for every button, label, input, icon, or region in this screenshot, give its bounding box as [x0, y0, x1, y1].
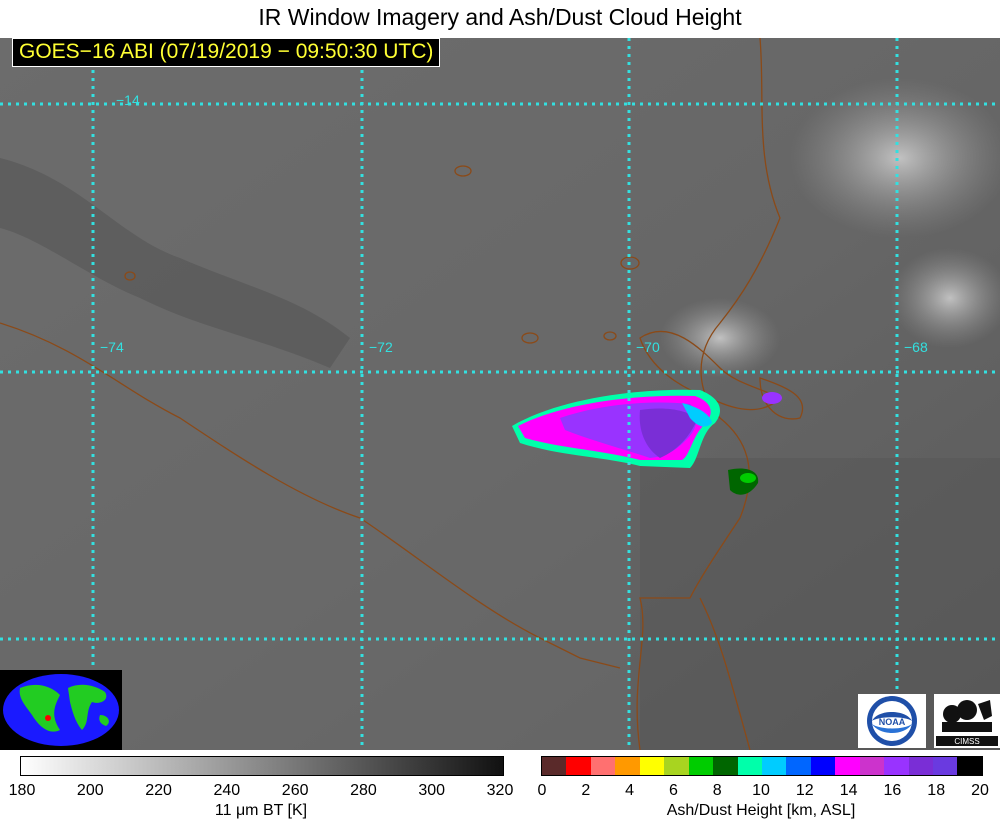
ash-colorbar-segment — [688, 757, 714, 775]
peru-bolivia-border — [636, 38, 781, 750]
coastline — [0, 322, 621, 669]
ir-colorbar-label: 11 μm BT [K] — [214, 802, 308, 819]
ash-height-colorbar — [541, 756, 983, 776]
satellite-map: −14 −74 −72 −70 −68 — [0, 38, 1000, 750]
small-plume-north — [762, 392, 782, 404]
globe-icon — [3, 674, 119, 746]
ir-colorbar-tick: 320 — [486, 782, 514, 799]
ash-colorbar-segment — [639, 757, 665, 775]
ash-colorbar-segment — [542, 757, 567, 775]
ash-plume — [512, 389, 782, 495]
ash-colorbar-tick: 0 — [537, 782, 547, 799]
ash-colorbar-segment — [566, 757, 591, 775]
ir-colorbar-tick: 200 — [76, 782, 104, 799]
western-terrain — [0, 158, 350, 368]
timestamp-banner: GOES−16 ABI (07/19/2019 − 09:50:30 UTC) — [12, 38, 441, 67]
small-lake-2 — [124, 271, 136, 281]
lat-lon-grid — [0, 38, 1000, 750]
ir-colorbar-tick: 280 — [350, 782, 377, 799]
ash-colorbar-tick: 16 — [883, 782, 902, 799]
small-plume-south-edge — [740, 473, 756, 483]
ash-colorbar-segment — [859, 757, 885, 775]
ir-colorbar-tick: 300 — [418, 782, 446, 799]
ash-colorbar-segment — [590, 757, 616, 775]
lon-label-74: −74 — [100, 339, 124, 355]
ir-colorbar — [20, 756, 504, 776]
small-lake-5 — [603, 331, 617, 341]
noaa-logo-text: NOAA — [879, 717, 906, 727]
ash-colorbar-segment — [615, 757, 640, 775]
chile-border — [699, 597, 751, 750]
ash-colorbar-segment — [884, 757, 909, 775]
small-lake-3 — [521, 332, 539, 344]
small-lake-1 — [454, 165, 472, 177]
plume-blue-edge — [682, 403, 712, 427]
ir-colorbar-tick: 260 — [281, 782, 309, 799]
ash-colorbar-tick: 10 — [752, 782, 770, 799]
ash-colorbar-segment — [786, 757, 811, 775]
ash-colorbar-segment — [835, 757, 860, 775]
map-title: IR Window Imagery and Ash/Dust Cloud Hei… — [258, 4, 742, 30]
lon-label-68: −68 — [904, 339, 928, 355]
ash-colorbar-tick: 18 — [927, 782, 946, 799]
ash-colorbar-segment — [761, 757, 787, 775]
ash-colorbar-segment — [908, 757, 933, 775]
ash-colorbar-segment — [957, 757, 982, 775]
cloud-east-3 — [890, 248, 1000, 348]
ash-colorbar-tick: 12 — [795, 782, 814, 799]
ash-colorbar-tick: 8 — [712, 782, 722, 799]
map-graphics — [0, 38, 1000, 750]
cimss-logo: CIMSS — [934, 694, 1000, 748]
ash-colorbar-tick: 14 — [839, 782, 858, 799]
globe-inset — [0, 670, 122, 750]
ash-colorbar-tick: 6 — [668, 782, 678, 799]
ash-colorbar-segment — [737, 757, 762, 775]
ash-colorbar-label: Ash/Dust Height [km, ASL] — [666, 802, 856, 819]
ash-colorbar-segment — [713, 757, 738, 775]
cimss-logo-text: CIMSS — [954, 737, 979, 746]
ash-colorbar-segment — [664, 757, 689, 775]
plume-east-core — [639, 408, 697, 458]
cloud-east-1 — [790, 78, 1000, 238]
lon-label-70: −70 — [636, 339, 660, 355]
lon-label-72: −72 — [369, 339, 393, 355]
ir-colorbar-tick: 220 — [145, 782, 172, 799]
cloud-east-2 — [660, 298, 780, 378]
ash-colorbar-tick: 20 — [971, 782, 989, 799]
ash-colorbar-tick: 2 — [581, 782, 591, 799]
political-boundaries — [0, 38, 804, 750]
ash-colorbar-segment — [810, 757, 836, 775]
lat-label-14: −14 — [116, 92, 140, 108]
ash-colorbar-tick: 4 — [625, 782, 635, 799]
highlands-west — [0, 38, 630, 750]
ir-colorbar-tick: 180 — [8, 782, 36, 799]
noaa-logo: NOAA — [858, 694, 926, 748]
ash-colorbar-segment — [933, 757, 958, 775]
ir-colorbar-tick: 240 — [213, 782, 241, 799]
